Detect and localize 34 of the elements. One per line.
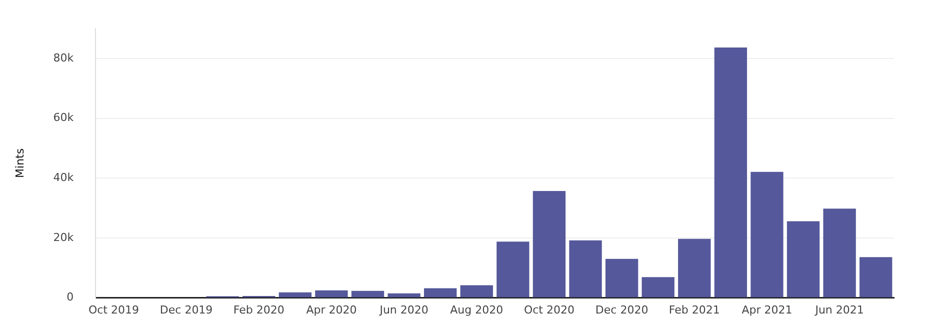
bar xyxy=(860,257,892,298)
bar xyxy=(642,277,674,298)
bar xyxy=(569,240,602,298)
x-tick-label: Aug 2020 xyxy=(450,303,504,316)
bar xyxy=(315,290,348,298)
bar xyxy=(786,221,820,298)
bar xyxy=(388,293,420,298)
bar xyxy=(605,258,638,298)
x-tick-label: Dec 2020 xyxy=(595,303,648,316)
bar xyxy=(460,285,493,298)
bar xyxy=(278,292,312,298)
bar xyxy=(678,238,711,298)
x-tick-label: Feb 2020 xyxy=(233,303,284,316)
x-tick-label: Feb 2021 xyxy=(668,303,720,316)
bar xyxy=(496,242,530,298)
x-tick-label: Dec 2019 xyxy=(160,303,213,316)
x-tick-label: Oct 2019 xyxy=(88,303,139,316)
y-tick-label: 0 xyxy=(66,290,74,304)
bar xyxy=(823,208,856,298)
x-tick-label: Apr 2020 xyxy=(306,303,357,316)
bar xyxy=(351,290,384,298)
y-tick-label: 60k xyxy=(53,111,74,124)
x-tick-label: Jun 2021 xyxy=(814,303,864,316)
x-tick-label: Apr 2021 xyxy=(742,303,792,316)
bar xyxy=(714,47,748,298)
bar xyxy=(532,191,566,298)
y-tick-label: 40k xyxy=(53,171,74,184)
y-tick-label: 80k xyxy=(53,51,74,64)
y-axis-title: Mints xyxy=(13,148,26,178)
y-tick-label: 20k xyxy=(53,230,74,244)
bar xyxy=(750,172,784,298)
x-tick-label: Jun 2020 xyxy=(378,303,428,316)
bar xyxy=(424,288,457,298)
x-tick-label: Oct 2020 xyxy=(524,303,574,316)
